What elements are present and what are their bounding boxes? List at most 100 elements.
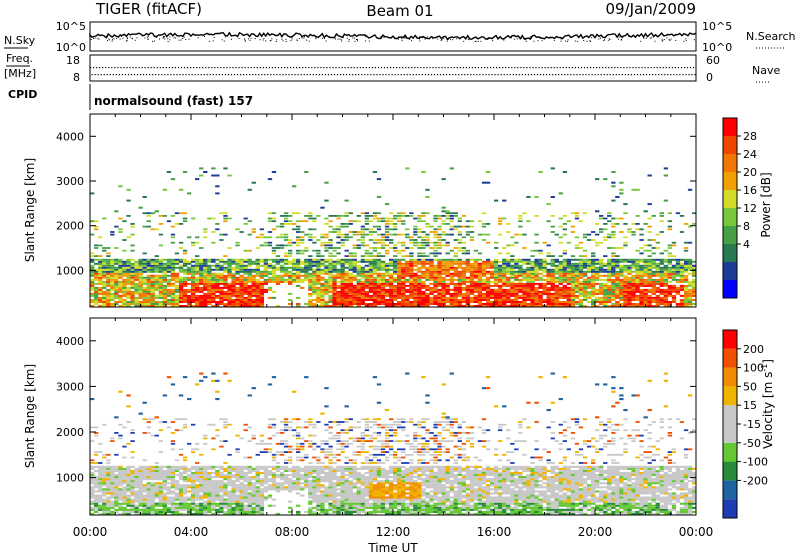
freq-point (637, 74, 638, 75)
power-cell (607, 295, 611, 297)
power-cell (155, 263, 159, 265)
power-cell (308, 301, 312, 303)
nave-point (384, 67, 385, 68)
power-cell (417, 287, 421, 289)
power-cell (130, 250, 134, 252)
power-cell (648, 245, 652, 247)
power-cell (308, 277, 312, 279)
power-cell (312, 303, 316, 305)
nsearch-point (265, 40, 266, 41)
power-cell (183, 273, 187, 275)
nave-point (175, 67, 176, 68)
power-cell (587, 259, 591, 261)
power-cell (284, 218, 288, 220)
power-cell (442, 289, 446, 291)
freq-point (376, 74, 377, 75)
power-cell (405, 289, 409, 291)
power-cell (147, 267, 151, 269)
power-cell (357, 261, 361, 263)
velocity-cell (114, 495, 118, 497)
power-cell (308, 279, 312, 281)
power-cell (635, 289, 639, 291)
power-cell (591, 289, 595, 291)
power-cell (223, 234, 227, 236)
power-cell (555, 287, 559, 289)
power-cell (518, 271, 522, 273)
nave-point (517, 67, 518, 68)
power-cell (599, 275, 603, 277)
nave-point (275, 67, 276, 68)
power-cell (611, 283, 615, 285)
freq-point (216, 74, 217, 75)
power-cell (147, 285, 151, 287)
velocity-cell (114, 509, 118, 511)
power-cell (462, 297, 466, 299)
nave-point (678, 67, 679, 68)
velocity-cell (134, 480, 138, 482)
power-cell (260, 295, 264, 297)
power-cell (494, 263, 498, 265)
power-cell (615, 301, 619, 303)
power-cell (268, 212, 272, 214)
nave-point (184, 67, 185, 68)
nsearch-point (401, 38, 402, 39)
nave-point (448, 67, 449, 68)
power-cell (506, 267, 510, 269)
power-cell (591, 271, 595, 273)
power-cell (474, 267, 478, 269)
power-cell (442, 299, 446, 301)
nsearch-point (214, 37, 215, 38)
power-cell (195, 263, 199, 265)
power-cell (211, 175, 215, 177)
power-cell (304, 271, 308, 273)
power-cell (534, 293, 538, 295)
power-cell (454, 287, 458, 289)
power-cell (256, 303, 260, 305)
power-cell (219, 261, 223, 263)
power-cell (458, 287, 462, 289)
power-cell (676, 267, 680, 269)
power-cell (425, 279, 429, 281)
nsearch-point (144, 38, 145, 39)
freq-point (92, 74, 93, 75)
power-cell (672, 301, 676, 303)
velocity-cell (130, 507, 134, 509)
power-cell (215, 269, 219, 271)
power-cell (454, 289, 458, 291)
power-cell (607, 212, 611, 214)
power-cell (534, 299, 538, 301)
power-cell (482, 234, 486, 236)
nsearch-point (380, 36, 381, 37)
power-cell (353, 261, 357, 263)
power-cell (583, 250, 587, 252)
velocity-cell (139, 480, 143, 482)
power-cell (151, 277, 155, 279)
power-cell (369, 265, 373, 267)
power-cell (139, 277, 143, 279)
power-cell (425, 271, 429, 273)
power-cell (405, 281, 409, 283)
power-cell (680, 303, 684, 305)
velocity-cell (106, 499, 110, 501)
nsearch-point (354, 37, 355, 38)
power-cell (474, 261, 478, 263)
power-cell (555, 301, 559, 303)
power-cell (280, 277, 284, 279)
power-cell (316, 279, 320, 281)
power-cell (482, 226, 486, 228)
nsearch-point (405, 38, 406, 39)
power-cell (405, 291, 409, 293)
power-cell (631, 295, 635, 297)
power-cell (603, 299, 607, 301)
power-cell (575, 287, 579, 289)
velocity-cell (143, 432, 147, 434)
power-cell (518, 301, 522, 303)
velocity-cell (147, 478, 151, 480)
freq-point (119, 74, 120, 75)
power-cell (320, 295, 324, 297)
power-cell (547, 273, 551, 275)
freq-point (519, 74, 520, 75)
power-cell (223, 299, 227, 301)
nave-point (257, 67, 258, 68)
power-cell (534, 271, 538, 273)
